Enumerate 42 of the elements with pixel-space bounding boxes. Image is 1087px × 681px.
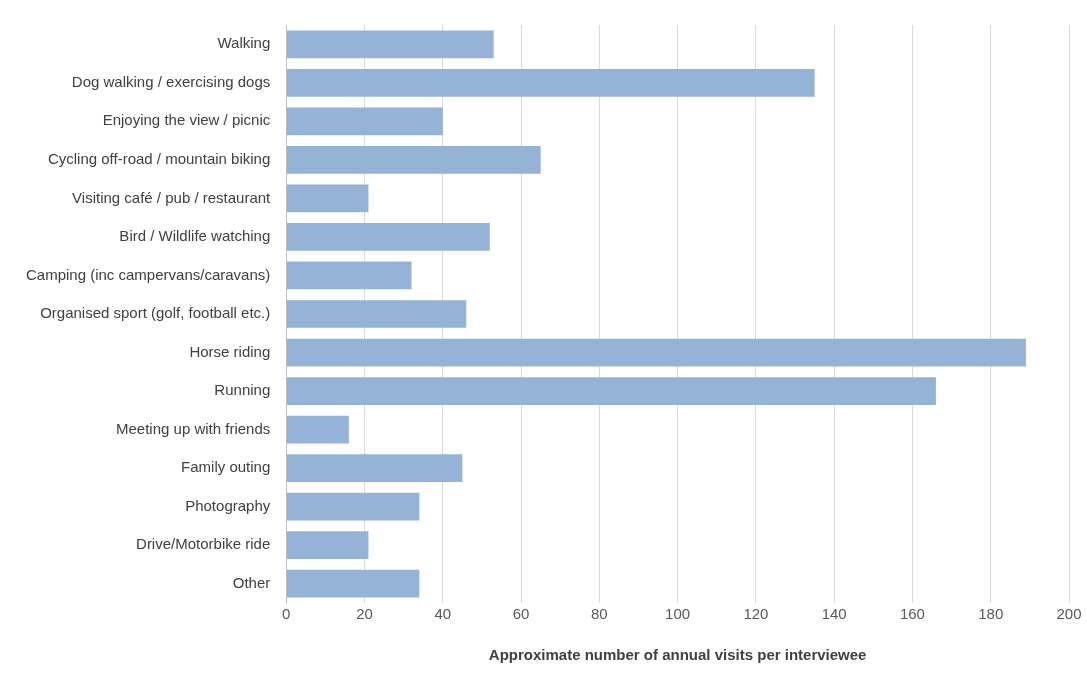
bar bbox=[286, 300, 467, 328]
x-tick-label: 40 bbox=[434, 605, 452, 623]
y-tick-label: Photography bbox=[185, 496, 271, 514]
bar bbox=[286, 30, 494, 59]
x-tick-label: 180 bbox=[978, 605, 1004, 623]
y-tick-label: Dog walking / exercising dogs bbox=[71, 72, 271, 90]
x-tick-label: 100 bbox=[665, 605, 691, 623]
y-tick-label: Cycling off-road / mountain biking bbox=[47, 150, 271, 168]
x-tick-label: 60 bbox=[512, 605, 530, 623]
bar bbox=[286, 68, 815, 97]
x-tick-label: 160 bbox=[899, 605, 925, 623]
x-tick-label: 0 bbox=[282, 605, 291, 623]
bar bbox=[286, 377, 936, 405]
y-tick-label: Family outing bbox=[181, 458, 271, 476]
bar bbox=[286, 569, 420, 598]
y-tick-label: Drive/Motorbike ride bbox=[136, 535, 271, 553]
x-tick-label: 200 bbox=[1056, 605, 1082, 623]
bar bbox=[286, 107, 443, 136]
bar bbox=[286, 454, 463, 483]
bar bbox=[286, 531, 369, 560]
y-tick-label: Organised sport (golf, football etc.) bbox=[40, 304, 271, 322]
y-tick-label: Camping (inc campervans/caravans) bbox=[26, 265, 271, 283]
y-tick-label: Other bbox=[232, 573, 271, 591]
x-tick-label: 120 bbox=[743, 605, 769, 623]
x-tick-label: 140 bbox=[821, 605, 847, 623]
x-tick-label: 20 bbox=[356, 605, 373, 623]
y-tick-label: Meeting up with friends bbox=[116, 419, 271, 437]
y-tick-label: Enjoying the view / picnic bbox=[102, 111, 271, 129]
bar bbox=[286, 223, 490, 251]
y-tick-label: Horse riding bbox=[189, 342, 271, 360]
bar bbox=[286, 184, 369, 213]
y-tick-label: Bird / Wildlife watching bbox=[119, 227, 271, 245]
bar bbox=[286, 146, 541, 174]
bar bbox=[286, 261, 412, 290]
bar bbox=[286, 492, 420, 521]
bar bbox=[286, 415, 349, 444]
x-tick-label: 80 bbox=[591, 605, 608, 623]
y-tick-label: Visiting café / pub / restaurant bbox=[72, 188, 272, 206]
y-tick-label: Walking bbox=[217, 34, 271, 52]
bar bbox=[286, 338, 1026, 367]
x-axis-title: Approximate number of annual visits per interviewee bbox=[488, 646, 867, 664]
y-tick-label: Running bbox=[214, 381, 271, 399]
